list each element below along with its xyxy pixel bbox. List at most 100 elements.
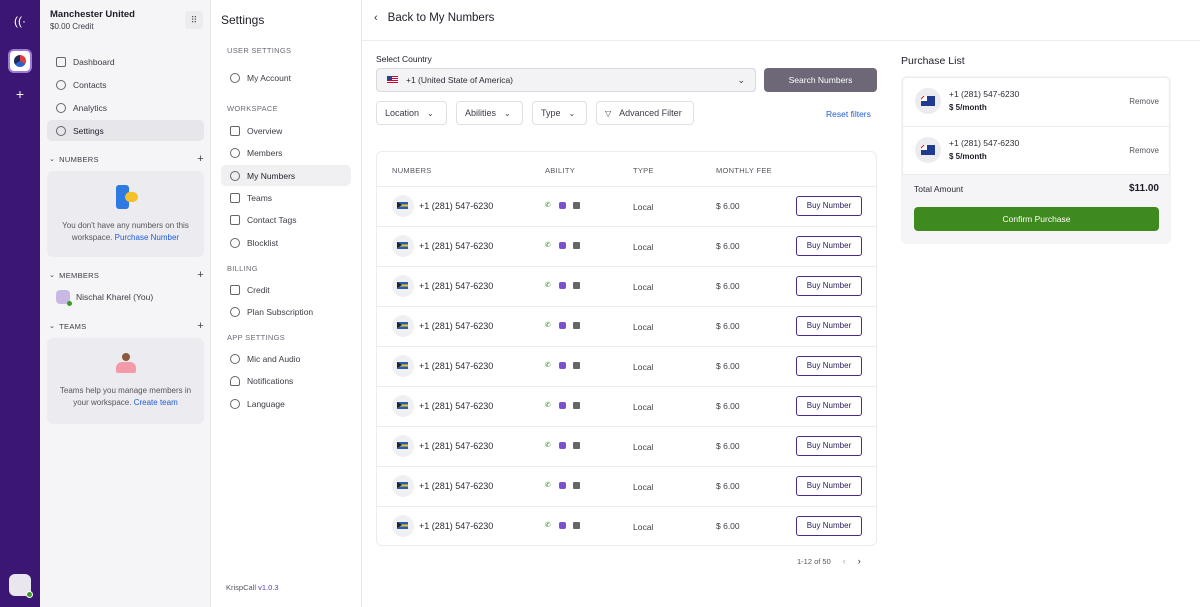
chevron-down-icon: ⌄ xyxy=(49,323,56,330)
type-filter[interactable]: Type ⌄ xyxy=(532,101,587,125)
call-icon: ✆ xyxy=(545,242,551,249)
buy-number-button[interactable]: Buy Number xyxy=(796,436,862,456)
teams-section-header[interactable]: ⌄ TEAMS + xyxy=(49,320,204,332)
phone-illustration-icon xyxy=(113,185,139,211)
chevron-left-icon[interactable]: ‹ xyxy=(842,556,846,566)
phone-number: +1 (281) 547-6230 xyxy=(419,441,494,451)
table-row: +1 (281) 547-6230 ✆ Local $ 6.00 Buy Number xyxy=(377,346,876,386)
monthly-fee: $ 6.00 xyxy=(716,521,740,531)
settings-item-notifications[interactable]: Notifications xyxy=(221,370,351,391)
chevron-down-icon: ⌄ xyxy=(504,108,511,118)
mms-icon xyxy=(573,522,580,529)
call-icon: ✆ xyxy=(545,362,551,369)
pagination-range: 1-12 of 50 xyxy=(797,556,831,566)
settings-item-members[interactable]: Members xyxy=(221,142,351,163)
us-flag-icon xyxy=(387,76,398,84)
sidebar-item-dashboard[interactable]: Dashboard xyxy=(47,51,204,72)
advanced-filter-button[interactable]: ▽ Advanced Filter xyxy=(596,101,694,125)
buy-number-button[interactable]: Buy Number xyxy=(796,396,862,416)
number-type: Local xyxy=(633,522,654,532)
mms-icon xyxy=(573,442,580,449)
column-header: ABILITY xyxy=(545,166,576,175)
buy-number-button[interactable]: Buy Number xyxy=(796,476,862,496)
remove-button[interactable]: Remove xyxy=(1129,97,1159,106)
table-row: +1 (281) 547-6230 ✆ Local $ 6.00 Buy Number xyxy=(377,266,876,306)
gear-icon xyxy=(56,125,66,136)
number-type: Local xyxy=(633,322,654,332)
bahamas-flag-icon xyxy=(392,435,414,457)
chevron-right-icon[interactable]: › xyxy=(857,556,861,566)
search-numbers-button[interactable]: Search Numbers xyxy=(764,68,877,92)
sidebar-item-contacts[interactable]: Contacts xyxy=(47,74,204,95)
mms-icon xyxy=(573,402,580,409)
bell-icon xyxy=(230,375,240,386)
members-section-header[interactable]: ⌄ MEMBERS + xyxy=(49,269,204,281)
confirm-purchase-button[interactable]: Confirm Purchase xyxy=(914,207,1159,231)
settings-title: Settings xyxy=(221,13,265,27)
bahamas-flag-icon xyxy=(392,475,414,497)
abilities-filter[interactable]: Abilities ⌄ xyxy=(456,101,523,125)
purchase-item-number: +1 (281) 547-6230 xyxy=(949,89,1020,99)
phone-number: +1 (281) 547-6230 xyxy=(419,201,494,211)
back-button[interactable]: ‹ Back to My Numbers xyxy=(374,12,494,24)
buy-number-button[interactable]: Buy Number xyxy=(796,196,862,216)
remove-button[interactable]: Remove xyxy=(1129,146,1159,155)
call-icon: ✆ xyxy=(545,522,551,529)
dashboard-icon xyxy=(56,56,66,67)
settings-item-my-account[interactable]: My Account xyxy=(221,67,351,88)
sidebar-item-settings[interactable]: Settings xyxy=(47,120,204,141)
settings-item-contact-tags[interactable]: Contact Tags xyxy=(221,209,351,230)
number-type: Local xyxy=(633,282,654,292)
user-avatar[interactable] xyxy=(9,574,33,598)
add-team-icon[interactable]: + xyxy=(197,320,204,332)
workspace-switcher-icon[interactable] xyxy=(8,49,32,73)
settings-item-mic-audio[interactable]: Mic and Audio xyxy=(221,348,351,369)
krispcall-logo-icon[interactable]: ((· xyxy=(14,14,26,28)
add-number-icon[interactable]: + xyxy=(197,153,204,165)
overview-icon xyxy=(230,125,240,136)
purchase-item-price: $ 5/month xyxy=(949,103,987,112)
monthly-fee: $ 6.00 xyxy=(716,201,740,211)
bahamas-flag-icon xyxy=(392,235,414,257)
sms-icon xyxy=(559,242,566,249)
buy-number-button[interactable]: Buy Number xyxy=(796,236,862,256)
monthly-fee: $ 6.00 xyxy=(716,481,740,491)
sms-icon xyxy=(559,482,566,489)
workspace-name: Manchester United xyxy=(50,9,135,20)
location-filter[interactable]: Location ⌄ xyxy=(376,101,447,125)
country-select[interactable]: +1 (United State of America) ⌄ xyxy=(376,68,756,92)
numbers-section-header[interactable]: ⌄ NUMBERS + xyxy=(49,153,204,165)
headphones-icon xyxy=(230,353,240,364)
country-label: Select Country xyxy=(376,54,432,64)
buy-number-button[interactable]: Buy Number xyxy=(796,516,862,536)
bahamas-flag-icon xyxy=(392,275,414,297)
chevron-down-icon: ⌄ xyxy=(568,108,576,118)
create-team-link[interactable]: Create team xyxy=(133,398,178,407)
sidebar-item-analytics[interactable]: Analytics xyxy=(47,97,204,118)
grid-menu-icon[interactable]: ⠿ xyxy=(185,11,203,29)
member-item[interactable]: Nischal Kharel (You) xyxy=(56,290,153,306)
settings-item-blocklist[interactable]: Blocklist xyxy=(221,232,351,253)
teams-empty-state: Teams help you manage members in your wo… xyxy=(47,338,204,424)
settings-item-overview[interactable]: Overview xyxy=(221,120,351,141)
settings-item-my-numbers[interactable]: My Numbers xyxy=(221,165,351,186)
analytics-icon xyxy=(56,102,66,113)
settings-item-credit[interactable]: Credit xyxy=(221,279,351,300)
buy-number-button[interactable]: Buy Number xyxy=(796,316,862,336)
mms-icon xyxy=(573,322,580,329)
monthly-fee: $ 6.00 xyxy=(716,401,740,411)
settings-item-language[interactable]: Language xyxy=(221,393,351,414)
buy-number-button[interactable]: Buy Number xyxy=(796,356,862,376)
purchase-number-link[interactable]: Purchase Number xyxy=(114,233,180,242)
number-type: Local xyxy=(633,242,654,252)
settings-item-plan-subscription[interactable]: Plan Subscription xyxy=(221,301,351,322)
phone-number: +1 (281) 547-6230 xyxy=(419,361,494,371)
call-icon: ✆ xyxy=(545,482,551,489)
add-member-icon[interactable]: + xyxy=(197,269,204,281)
settings-item-teams[interactable]: Teams xyxy=(221,187,351,208)
add-workspace-icon[interactable]: + xyxy=(15,86,25,102)
settings-section-title: USER SETTINGS xyxy=(227,46,292,55)
reset-filters-link[interactable]: Reset filters xyxy=(826,109,871,119)
bahamas-flag-icon xyxy=(392,515,414,537)
buy-number-button[interactable]: Buy Number xyxy=(796,276,862,296)
